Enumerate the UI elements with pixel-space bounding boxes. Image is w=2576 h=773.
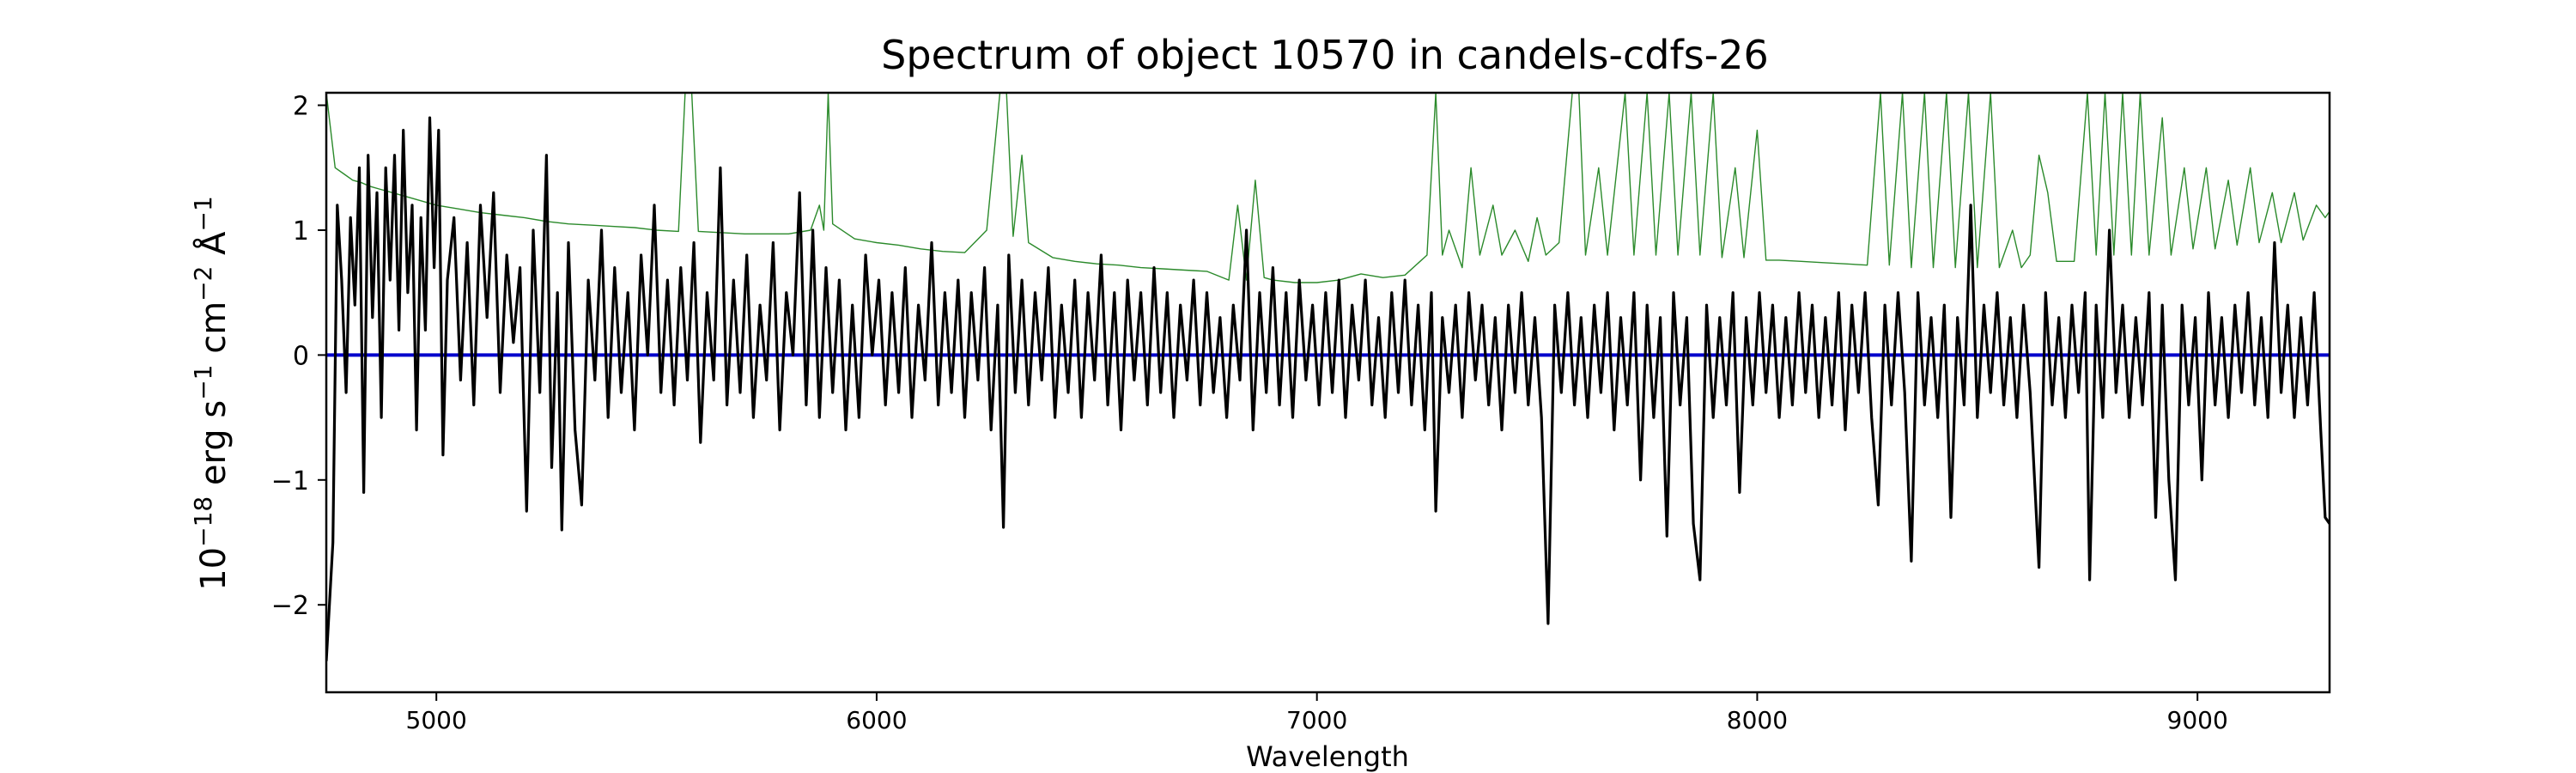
ylabel-exp1: −18 <box>189 496 217 547</box>
y-axis-ticks: 2 1 0 −1 −2 <box>271 92 326 621</box>
x-tick-label: 9000 <box>2167 706 2228 734</box>
ylabel-t1: erg s <box>194 400 234 496</box>
ylabel-t2: cm <box>194 301 234 365</box>
y-tick-label: 2 <box>293 92 309 122</box>
x-tick-label: 7000 <box>1286 706 1347 734</box>
chart-title: Spectrum of object 10570 in candels-cdfs… <box>881 32 1769 78</box>
flux-series-line <box>326 116 2330 661</box>
x-tick-label: 6000 <box>846 706 907 734</box>
y-tick-label: 1 <box>293 216 309 247</box>
ylabel-exp2: −1 <box>189 365 217 400</box>
plot-area <box>325 91 2331 694</box>
series-layer <box>326 93 2330 661</box>
ylabel-exp4: −1 <box>189 196 217 231</box>
x-axis-label: Wavelength <box>1246 740 1409 773</box>
ylabel-t3: Å <box>192 231 234 266</box>
x-tick-label: 8000 <box>1727 706 1788 734</box>
ylabel-base: 10 <box>194 547 234 591</box>
x-axis-ticks: 5000 6000 7000 8000 9000 <box>406 692 2228 734</box>
x-tick-label: 5000 <box>406 706 467 734</box>
ylabel-exp3: −2 <box>189 266 217 301</box>
y-tick-label: −2 <box>271 591 309 621</box>
plot-frame <box>325 91 2331 694</box>
error-series-line <box>326 93 2330 283</box>
y-axis-label: 10−18 erg s−1 cm−2 Å−1 <box>189 196 234 591</box>
y-tick-label: −1 <box>271 466 309 496</box>
y-tick-label: 0 <box>293 341 309 371</box>
